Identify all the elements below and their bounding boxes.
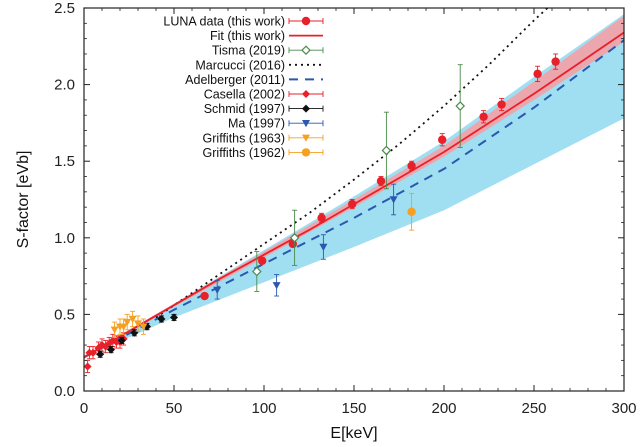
legend-symbol-marker — [302, 104, 310, 113]
legend-entry-griffiths1962: Griffiths (1962) — [203, 146, 324, 160]
x-tick-label: 250 — [521, 400, 546, 417]
luna-point — [479, 112, 488, 121]
luna-point — [258, 256, 267, 265]
luna-point — [533, 69, 542, 79]
luna-point — [317, 213, 326, 223]
legend-entry-marcucci: Marcucci (2016) — [195, 58, 323, 72]
legend-label: Ma (1997) — [228, 117, 285, 131]
schmid-point — [96, 350, 105, 359]
legend-symbol-marker — [302, 120, 310, 128]
ma-point — [272, 282, 281, 290]
griffiths1962-point — [407, 207, 416, 216]
griffiths1963-point — [110, 326, 119, 334]
adelberger-uncertainty-band — [84, 14, 624, 358]
legend-label: Fit (this work) — [210, 29, 285, 43]
y-tick-label: 0.0 — [54, 383, 75, 400]
legend-entry-griffiths1963: Griffiths (1963) — [203, 131, 324, 145]
tisma-point — [455, 101, 466, 111]
griffiths1963-point — [119, 323, 128, 331]
marcucci-curve — [155, 8, 549, 319]
x-tick-label: 200 — [431, 400, 456, 417]
model-curves — [84, 8, 624, 359]
legend-entry-fit: Fit (this work) — [210, 29, 323, 43]
legend-entry-luna: LUNA data (this work) — [163, 15, 324, 29]
schmid-point — [157, 314, 166, 323]
tisma-point — [289, 232, 300, 243]
schmid-point — [117, 336, 126, 345]
tisma-series — [251, 64, 466, 292]
legend-label: Adelberger (2011) — [185, 73, 285, 87]
x-tick-label: 150 — [341, 400, 366, 417]
legend-symbol-marker — [301, 45, 311, 56]
casella-point — [89, 348, 97, 357]
y-tick-label: 1.5 — [54, 153, 75, 170]
griffiths1963-point — [128, 315, 137, 323]
legend-label: Schmid (1997) — [204, 102, 285, 116]
luna-point — [438, 135, 447, 144]
griffiths1963-point — [134, 320, 142, 328]
y-axis-title: S-factor [eVb] — [15, 151, 32, 249]
x-tick-label: 50 — [166, 400, 183, 417]
legend-entry-casella: Casella (2002) — [204, 88, 324, 102]
y-tick-label: 2.0 — [54, 77, 75, 94]
luna-point — [376, 176, 386, 186]
ma-point — [389, 196, 398, 204]
x-tick-label: 300 — [611, 400, 636, 417]
legend-entry-ma: Ma (1997) — [228, 117, 324, 131]
legend-entry-adelberger: Adelberger (2011) — [185, 73, 323, 87]
legend-symbol-marker — [302, 134, 310, 142]
ma-point — [319, 243, 328, 251]
legend-label: Marcucci (2016) — [195, 58, 285, 72]
x-axis-title: E[keV] — [330, 425, 377, 442]
legend-label: Griffiths (1962) — [203, 146, 285, 160]
luna-point — [497, 100, 506, 109]
legend-label: LUNA data (this work) — [163, 15, 285, 29]
legend: LUNA data (this work)Fit (this work)Tism… — [163, 15, 324, 160]
legend-symbol-marker — [301, 148, 311, 157]
luna-point — [551, 57, 560, 66]
legend-label: Tisma (2019) — [212, 44, 285, 58]
ma-point — [213, 286, 222, 294]
schmid-point — [130, 328, 139, 337]
casella-point — [83, 362, 92, 371]
griffiths1963-point — [123, 318, 132, 327]
x-tick-label: 0 — [80, 400, 88, 417]
luna-point — [348, 199, 357, 209]
legend-label: Casella (2002) — [204, 88, 285, 102]
y-tick-label: 1.0 — [54, 230, 75, 247]
data-points — [83, 53, 560, 374]
axes: 0 50 100 150 200 250 300 0.0 0.5 1.0 1.5 2.0 2.5 — [54, 0, 636, 417]
tisma-point — [381, 145, 392, 156]
x-tick-label: 100 — [251, 400, 276, 417]
adelberger-curve — [84, 39, 624, 359]
legend-entry-tisma: Tisma (2019) — [212, 44, 324, 58]
griffiths1963-point — [139, 323, 148, 331]
griffiths1963-series — [110, 310, 148, 338]
y-tick-label: 2.5 — [54, 0, 75, 17]
tisma-point — [251, 266, 262, 277]
legend-symbol-marker — [302, 90, 310, 98]
schmid-point — [107, 345, 115, 354]
ma-series — [213, 183, 398, 300]
legend-symbol-marker — [301, 16, 311, 26]
legend-label: Griffiths (1963) — [203, 131, 285, 145]
uncertainty-bands — [84, 14, 624, 359]
fit-uncertainty-band — [84, 15, 624, 359]
schmid-point — [170, 313, 178, 322]
legend-entry-schmid: Schmid (1997) — [204, 102, 324, 116]
luna-point — [200, 291, 209, 301]
y-tick-label: 0.5 — [54, 306, 75, 323]
luna-series — [200, 53, 560, 301]
luna-point — [407, 161, 416, 170]
griffiths1962-series — [407, 192, 416, 231]
